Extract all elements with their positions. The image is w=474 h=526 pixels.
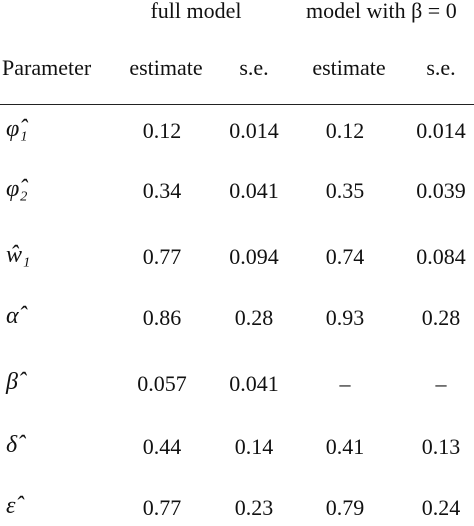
parameter-cell: δ̂	[6, 432, 18, 458]
beta0-estimate-cell: 0.74	[325, 244, 365, 269]
full-estimate-cell: 0.44	[142, 434, 182, 459]
column-header-full-estimate: estimate	[129, 55, 203, 80]
group-header-beta-zero-model: model with β = 0	[306, 0, 457, 23]
header-rule	[0, 104, 474, 105]
parameter-cell: β̂	[6, 369, 18, 395]
full-se-cell: 0.28	[234, 305, 274, 330]
full-se-cell: 0.014	[229, 118, 279, 143]
beta0-estimate-cell: 0.79	[325, 495, 365, 520]
column-header-beta0-se: s.e.	[426, 55, 456, 80]
full-estimate-cell: 0.12	[142, 118, 182, 143]
parameter-cell: φ̂₁	[6, 116, 28, 142]
beta0-estimate-cell: 0.93	[325, 305, 365, 330]
beta0-se-cell: 0.014	[416, 118, 466, 143]
parameter-cell: φ̂₂	[6, 176, 28, 202]
beta0-se-cell: 0.084	[416, 244, 466, 269]
full-se-cell: 0.094	[229, 244, 279, 269]
full-se-cell: 0.041	[229, 178, 279, 203]
full-se-cell: 0.041	[229, 371, 279, 396]
beta0-se-cell: 0.039	[416, 178, 466, 203]
full-estimate-cell: 0.77	[142, 244, 182, 269]
beta0-se-cell: 0.13	[421, 434, 461, 459]
beta0-estimate-cell: 0.41	[325, 434, 365, 459]
column-header-parameter: Parameter	[2, 55, 92, 80]
full-se-cell: 0.14	[234, 434, 274, 459]
parameter-cell: ε̂	[6, 493, 16, 519]
parameter-cell: ŵ₁	[6, 242, 31, 268]
beta0-se-cell: –	[435, 371, 447, 396]
full-estimate-cell: 0.86	[142, 305, 182, 330]
column-header-full-se: s.e.	[239, 55, 269, 80]
beta0-estimate-cell: 0.12	[325, 118, 365, 143]
beta0-estimate-cell: 0.35	[325, 178, 365, 203]
column-header-beta0-estimate: estimate	[312, 55, 386, 80]
full-estimate-cell: 0.057	[137, 371, 187, 396]
full-estimate-cell: 0.34	[142, 178, 182, 203]
full-estimate-cell: 0.77	[142, 495, 182, 520]
group-header-full-model: full model	[150, 0, 242, 23]
beta0-se-cell: 0.28	[421, 305, 461, 330]
beta0-se-cell: 0.24	[421, 495, 461, 520]
full-se-cell: 0.23	[234, 495, 274, 520]
beta0-estimate-cell: –	[339, 371, 351, 396]
parameter-cell: α̂	[6, 303, 19, 329]
